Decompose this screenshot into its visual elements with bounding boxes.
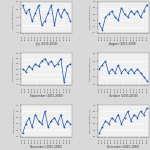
Y-axis label: Minimum Temperature (°C): Minimum Temperature (°C)	[89, 57, 91, 81]
Y-axis label: Minimum Temperature (°C): Minimum Temperature (°C)	[89, 5, 91, 29]
Y-axis label: Minimum Temperature (°C): Minimum Temperature (°C)	[12, 5, 14, 29]
X-axis label: December (2015-2030): December (2015-2030)	[107, 145, 139, 149]
Y-axis label: Minimum Temperature (°C): Minimum Temperature (°C)	[13, 109, 15, 133]
Y-axis label: Minimum Temperature (°C): Minimum Temperature (°C)	[89, 109, 91, 133]
X-axis label: September (2015-2030): September (2015-2030)	[30, 94, 63, 98]
X-axis label: October (2015-2030): October (2015-2030)	[109, 94, 137, 98]
X-axis label: July (2015-2030): July (2015-2030)	[35, 42, 58, 46]
X-axis label: August (2015-2030): August (2015-2030)	[109, 42, 137, 46]
Y-axis label: Minimum Temperature (°C): Minimum Temperature (°C)	[12, 57, 14, 81]
X-axis label: November (2015-2030): November (2015-2030)	[30, 145, 63, 149]
